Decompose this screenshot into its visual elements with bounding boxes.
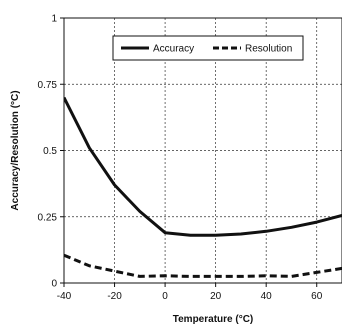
- legend-label-resolution: Resolution: [245, 44, 292, 55]
- legend: Accuracy Resolution: [112, 35, 304, 61]
- series-line-accuracy: [64, 96, 342, 237]
- x-tick-label: 0: [162, 291, 168, 302]
- x-tick-label: -40: [57, 291, 72, 302]
- x-tick-label: 40: [261, 291, 273, 302]
- x-tick-label: 20: [210, 291, 222, 302]
- series-layer: [64, 96, 342, 278]
- series-line-resolution: [64, 253, 342, 278]
- y-axis-title: Accuracy/Resolution (°C): [10, 90, 21, 210]
- y-tick-label: 0.75: [38, 80, 58, 91]
- y-tick-label: 1: [51, 14, 57, 25]
- y-tick-label: 0.5: [43, 146, 57, 157]
- y-tick-label: 0: [51, 279, 57, 290]
- x-tick-label: 60: [311, 291, 323, 302]
- x-tick-label: -20: [107, 291, 122, 302]
- x-axis-title: Temperature (°C): [173, 314, 254, 325]
- tick-labels: -40 -20 0 20 40 60 0 0.25 0.5 0.75 1: [38, 14, 323, 303]
- y-tick-label: 0.25: [38, 212, 58, 223]
- legend-box: [112, 35, 304, 61]
- legend-label-accuracy: Accuracy: [153, 44, 194, 55]
